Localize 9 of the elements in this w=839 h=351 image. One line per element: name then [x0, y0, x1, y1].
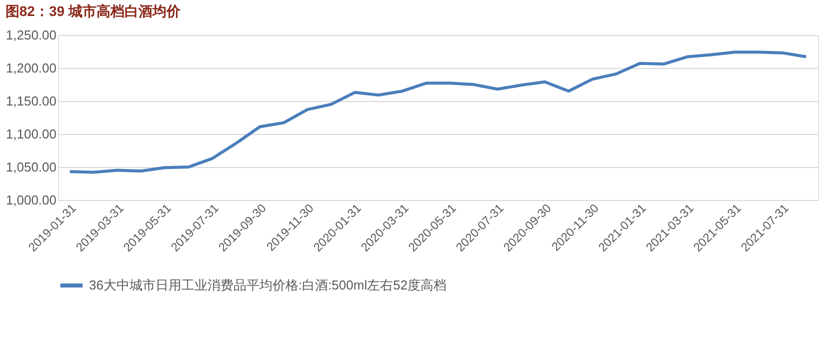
- y-tick-label: 1,050.00: [6, 160, 56, 174]
- y-tick-label: 1,150.00: [6, 94, 56, 108]
- chart-title: 图82：39 城市高档白酒均价: [5, 3, 182, 19]
- y-tick-label: 1,250.00: [6, 28, 56, 42]
- legend-label: 36大中城市日用工业消费品平均价格:白酒:500ml左右52度高档: [89, 278, 447, 292]
- line-series: [68, 50, 808, 174]
- y-tick-label: 1,200.00: [6, 60, 56, 76]
- y-tick-label: 1,100.00: [6, 126, 56, 142]
- y-tick-label: 1,000.00: [6, 192, 56, 208]
